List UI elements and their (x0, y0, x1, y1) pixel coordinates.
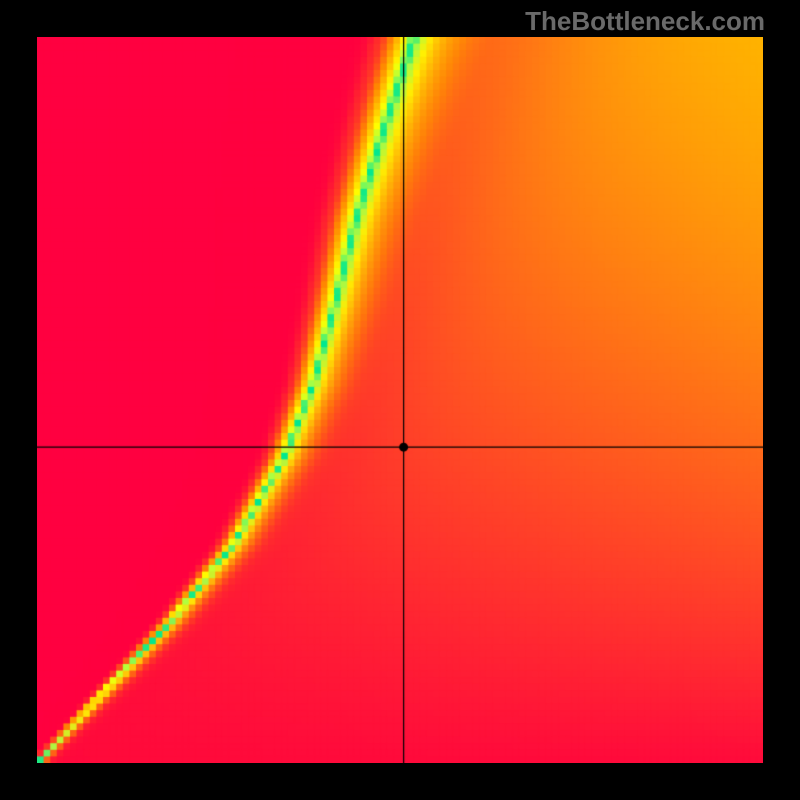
bottleneck-heatmap (37, 37, 763, 763)
watermark-text: TheBottleneck.com (525, 6, 765, 37)
chart-container: TheBottleneck.com (0, 0, 800, 800)
